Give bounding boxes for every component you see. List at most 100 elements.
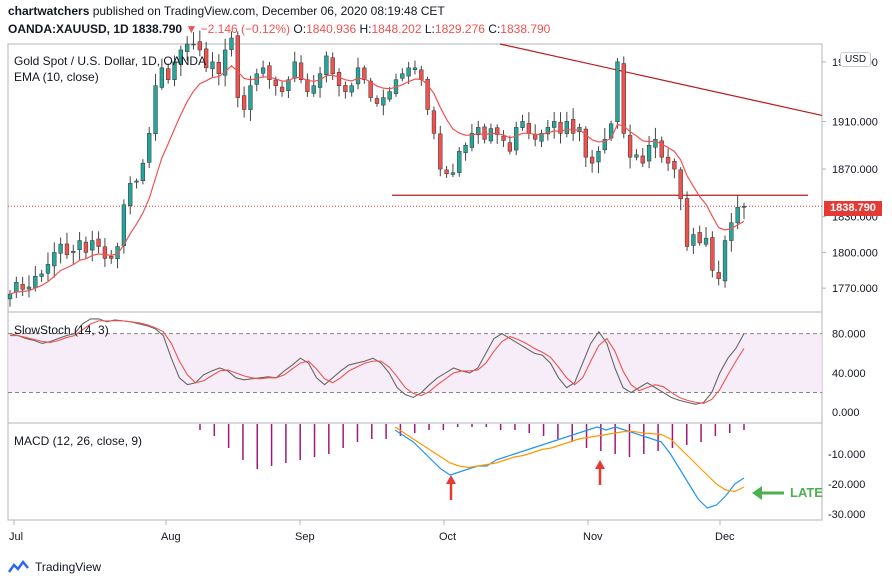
candle [260, 67, 266, 74]
candle [77, 240, 82, 250]
candle [305, 79, 310, 92]
tradingview-wordmark: TradingView [35, 560, 102, 574]
last-price: 1838.790 [132, 22, 183, 36]
candle [571, 119, 576, 134]
candle [697, 232, 702, 244]
candle [273, 79, 278, 86]
up-arrow-head-icon [446, 475, 456, 484]
candle [368, 80, 373, 98]
candle [457, 150, 462, 173]
left-arrow-head-icon [752, 486, 762, 500]
chart-title: Gold Spot / U.S. Dollar, 1D, OANDA [14, 54, 207, 68]
candle [58, 243, 63, 254]
candle [501, 135, 506, 141]
candle [564, 121, 569, 134]
candle [185, 43, 190, 52]
y-tick-label: 1870.000 [832, 164, 878, 176]
candle [33, 276, 38, 288]
candle [7, 293, 13, 300]
candle [444, 169, 449, 175]
candle [102, 246, 108, 259]
candle [583, 128, 588, 158]
candle [279, 86, 285, 92]
candle [153, 85, 158, 134]
close-label: C: [488, 22, 501, 36]
candle [324, 55, 329, 75]
candle [191, 43, 196, 46]
symbol: OANDA:XAUUSD, 1D [8, 22, 129, 36]
candle [241, 95, 247, 110]
candle [71, 251, 76, 253]
candle [178, 49, 183, 65]
candle [330, 57, 335, 75]
y-tick-label: -30.000 [828, 509, 865, 521]
candle [545, 127, 550, 135]
publish-info: chartwatchers published on TradingView.c… [8, 4, 445, 18]
candle [229, 37, 234, 50]
candle [355, 67, 361, 85]
candle [400, 73, 405, 79]
candle [336, 72, 342, 86]
candle [140, 162, 146, 181]
y-tick-label: 80.000 [832, 329, 866, 341]
late-annotation: LATE [790, 485, 823, 500]
candle [476, 127, 481, 136]
x-tick-label: Oct [439, 531, 456, 543]
last-price-tag: 1838.790 [824, 201, 882, 216]
x-tick-label: Sep [295, 531, 315, 543]
candle [469, 133, 475, 148]
candle [216, 62, 221, 75]
candle [248, 85, 253, 110]
candle [298, 62, 304, 80]
y-tick-label: 0.000 [832, 407, 860, 419]
candle [672, 160, 677, 170]
candle [286, 79, 291, 91]
candle [678, 169, 683, 200]
candle [166, 68, 171, 80]
x-tick-label: Nov [583, 531, 603, 543]
signal-line [394, 426, 745, 493]
candle [20, 284, 25, 290]
high-label: H: [359, 22, 372, 36]
candle [96, 238, 101, 247]
candle [83, 241, 89, 253]
candle [691, 234, 696, 246]
ema-label: EMA (10, close) [14, 70, 99, 84]
candle [741, 205, 747, 208]
candle [387, 91, 392, 100]
candle [596, 150, 601, 163]
candle [311, 85, 316, 94]
open-value: 1840.936 [306, 22, 357, 36]
candle [39, 273, 44, 277]
publisher-name: chartwatchers [8, 4, 90, 18]
candle [147, 133, 152, 163]
stoch-d-line [10, 320, 745, 404]
ema-line [9, 64, 745, 295]
candle [646, 144, 652, 162]
candle [222, 49, 228, 76]
tradingview-logo[interactable]: TradingView [8, 560, 101, 574]
x-tick-label: Dec [715, 531, 735, 543]
candle [267, 65, 272, 80]
candle [722, 240, 728, 282]
candle [197, 41, 202, 51]
candle [653, 139, 658, 148]
candle [526, 123, 532, 134]
candle [26, 286, 32, 290]
candle [735, 206, 740, 224]
candle [292, 61, 297, 79]
candle [634, 154, 639, 158]
candle [204, 48, 209, 69]
ohlc-line: OANDA:XAUUSD, 1D 1838.790 ▼ −2.146 (−0.1… [8, 22, 550, 36]
candle [362, 67, 367, 80]
y-tick-label: 40.000 [832, 368, 866, 380]
candle [406, 67, 411, 77]
up-arrow-head-icon [595, 460, 605, 469]
candle [640, 155, 645, 164]
candle [615, 61, 620, 123]
currency-button[interactable]: USD [840, 52, 872, 67]
candle [627, 135, 633, 158]
close-value: 1838.790 [500, 22, 551, 36]
candle [381, 97, 386, 106]
